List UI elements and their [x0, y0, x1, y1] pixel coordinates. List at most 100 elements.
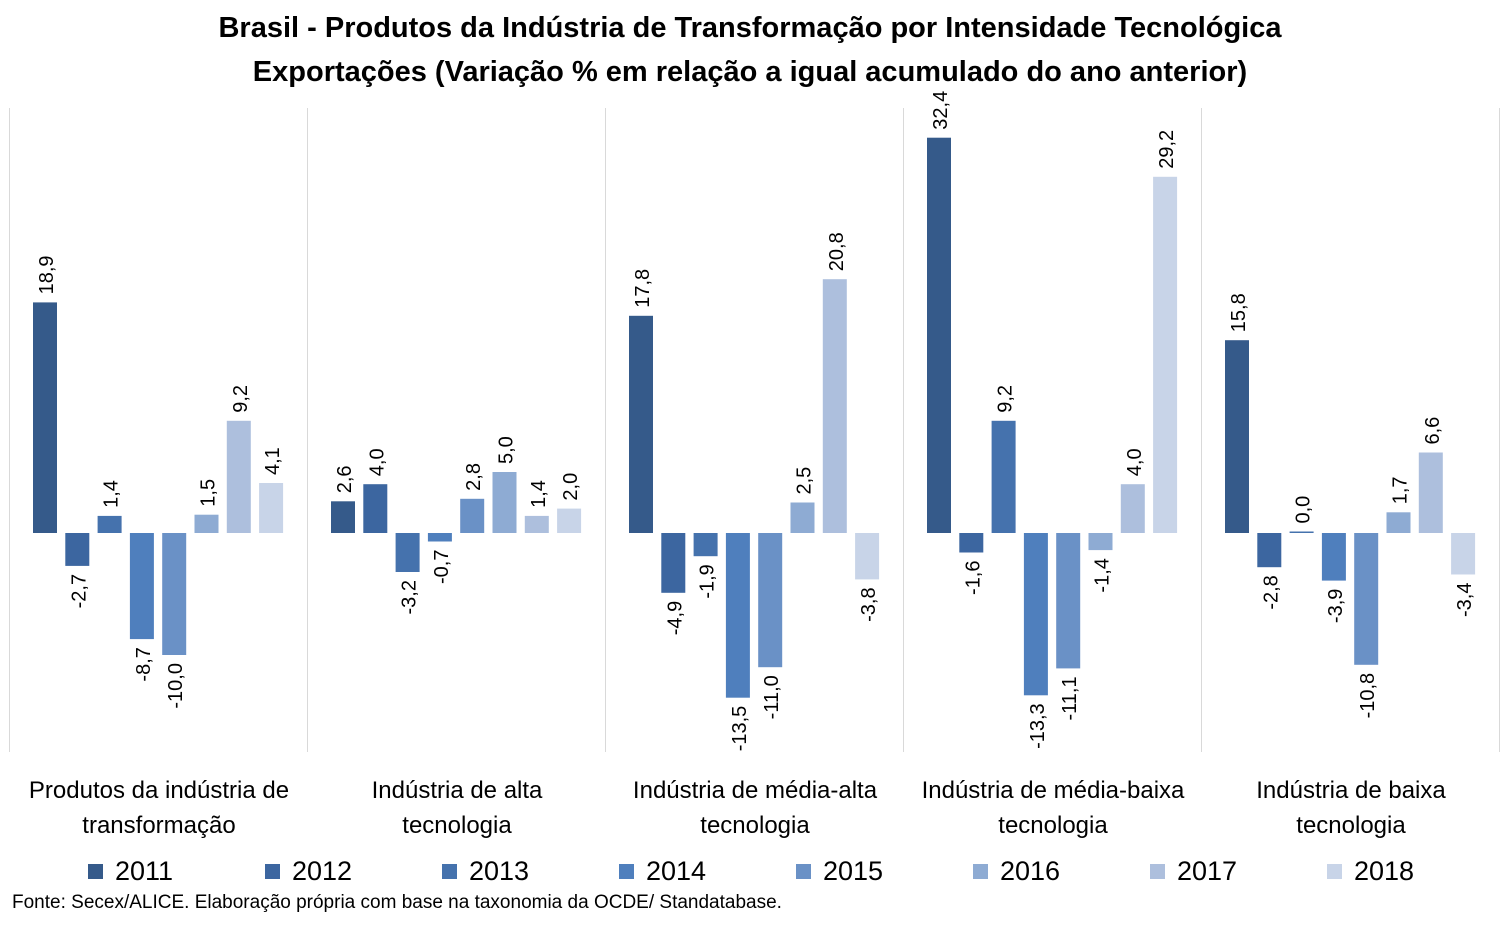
bars-layer — [33, 137, 1476, 698]
data-label-2015-group-4: -11,1 — [1059, 676, 1081, 720]
bar-2013-group-3 — [693, 533, 718, 557]
legend-label-2011: 2011 — [115, 855, 174, 886]
category-labels-layer: Produtos da indústria de transformação Ind… — [29, 777, 1446, 839]
bar-2016-group-1 — [194, 514, 219, 533]
data-label-2017-group-2: 1,4 — [528, 480, 550, 508]
data-label-2011-group-3: 17,8 — [632, 269, 654, 308]
legend-label-2013: 2013 — [469, 855, 530, 886]
bar-2014-group-2 — [427, 533, 452, 542]
legend-swatch-2013 — [442, 863, 457, 879]
data-label-2018-group-4: 29,2 — [1156, 130, 1178, 169]
bar-2018-group-5 — [1451, 533, 1476, 575]
data-label-2015-group-1: -10,0 — [165, 663, 187, 709]
legend-item-2015: 2015 — [796, 852, 883, 890]
data-label-2013-group-3: -1,9 — [697, 564, 719, 598]
category-label-2-line-1: Indústria de alta — [372, 777, 543, 804]
data-label-2016-group-1: 1,5 — [198, 479, 220, 507]
legend-label-2014: 2014 — [646, 855, 707, 886]
bar-2011-group-1 — [33, 302, 57, 533]
bar-chart: 18,9-2,71,4-8,7 -10,01,59,24,12,64,0-3,2-… — [9, 91, 1500, 839]
data-label-2014-group-1: -8,7 — [133, 647, 155, 681]
legend-label-2018: 2018 — [1354, 855, 1415, 886]
bar-2017-group-2 — [524, 515, 549, 533]
bar-2014-group-1 — [129, 533, 154, 640]
data-label-2013-group-4: 9,2 — [995, 385, 1017, 413]
bar-2013-group-4 — [991, 420, 1016, 533]
bar-2014-group-4 — [1023, 533, 1048, 696]
bar-2011-group-2 — [331, 501, 355, 533]
legend-item-2012: 2012 — [265, 852, 352, 890]
data-label-2012-group-4: -1,6 — [962, 561, 984, 595]
legend-label-2017: 2017 — [1177, 855, 1238, 886]
data-label-2017-group-5: 6,6 — [1422, 417, 1444, 445]
bar-2015-group-2 — [460, 498, 485, 533]
data-label-2014-group-2: -0,7 — [431, 550, 453, 584]
legend-swatch-2015 — [796, 863, 811, 879]
data-label-2016-group-4: -1,4 — [1092, 558, 1114, 592]
data-label-2012-group-1: -2,7 — [68, 574, 90, 608]
legend-item-2017: 2017 — [1150, 852, 1237, 890]
bar-2012-group-1 — [65, 533, 90, 566]
data-label-2017-group-1: 9,2 — [230, 385, 252, 413]
bar-2011-group-3 — [629, 315, 653, 533]
data-label-2016-group-3: 2,5 — [794, 467, 816, 495]
bar-2017-group-4 — [1120, 484, 1145, 533]
data-label-2015-group-3: -11,0 — [761, 675, 783, 719]
legend-swatch-2018 — [1327, 863, 1342, 879]
bar-2012-group-4 — [959, 533, 984, 553]
bar-2018-group-1 — [259, 483, 284, 533]
category-label-5-line-2: tecnologia — [1296, 812, 1406, 839]
data-label-2016-group-5: 1,7 — [1390, 476, 1412, 504]
data-label-2014-group-5: -3,9 — [1325, 589, 1347, 623]
legend-swatch-2016 — [973, 863, 988, 879]
legend-swatch-2011 — [88, 863, 103, 879]
category-label-4-line-2: tecnologia — [998, 812, 1108, 839]
data-label-2016-group-2: 5,0 — [496, 436, 518, 464]
bar-2012-group-2 — [363, 484, 388, 533]
chart-title-line-1: Brasil - Produtos da Indústria de Transf… — [218, 12, 1282, 44]
data-label-2012-group-3: -4,9 — [664, 601, 686, 635]
bar-2012-group-5 — [1257, 533, 1282, 568]
legend-item-2018: 2018 — [1327, 852, 1414, 890]
data-label-2011-group-5: 15,8 — [1228, 293, 1250, 332]
data-label-2013-group-5: 0,0 — [1293, 496, 1315, 524]
bar-2013-group-1 — [97, 515, 122, 533]
bar-2016-group-5 — [1386, 512, 1411, 533]
data-label-2018-group-5: -3,4 — [1454, 583, 1476, 617]
data-label-2011-group-2: 2,6 — [334, 465, 356, 493]
data-label-2011-group-4: 32,4 — [930, 91, 952, 130]
bar-2011-group-4 — [927, 137, 951, 533]
legend-item-2011: 2011 — [88, 852, 173, 890]
bar-2015-group-4 — [1056, 533, 1081, 669]
source-note: Fonte: Secex/ALICE. Elaboração própria c… — [12, 892, 782, 913]
bar-2013-group-5 — [1289, 531, 1314, 533]
bar-2015-group-5 — [1354, 533, 1379, 665]
data-label-2014-group-3: -13,5 — [729, 706, 751, 752]
bar-2018-group-4 — [1153, 176, 1178, 534]
legend-label-2016: 2016 — [1000, 855, 1061, 886]
category-label-5-line-1: Indústria de baixa — [1256, 777, 1446, 804]
legend-swatch-2017 — [1150, 863, 1165, 879]
category-label-3-line-2: tecnologia — [700, 812, 810, 839]
category-label-4-line-1: Indústria de média-baixa — [922, 777, 1185, 804]
legend-swatch-2014 — [619, 863, 634, 879]
bar-2018-group-2 — [557, 508, 582, 533]
category-label-1-line-2: transformação — [82, 812, 235, 839]
legend-item-2016: 2016 — [973, 852, 1060, 890]
legend-label-2015: 2015 — [823, 855, 884, 886]
bar-2011-group-5 — [1225, 340, 1249, 533]
legend-swatch-2012 — [265, 863, 280, 879]
data-label-2011-group-1: 18,9 — [36, 255, 58, 294]
chart-title: Brasil - Produtos da Indústria de Transf… — [0, 6, 1500, 94]
data-label-2013-group-1: 1,4 — [101, 480, 123, 508]
legend-item-2013: 2013 — [442, 852, 529, 890]
bar-2016-group-2 — [492, 472, 517, 533]
bar-2012-group-3 — [661, 533, 686, 593]
data-label-2017-group-4: 4,0 — [1124, 448, 1146, 476]
bar-2017-group-1 — [226, 420, 251, 533]
bar-2014-group-5 — [1321, 533, 1346, 581]
data-label-2018-group-3: -3,8 — [858, 587, 880, 621]
bar-2017-group-5 — [1418, 452, 1443, 533]
bar-2014-group-3 — [725, 533, 750, 698]
data-label-2012-group-5: -2,8 — [1260, 575, 1282, 609]
